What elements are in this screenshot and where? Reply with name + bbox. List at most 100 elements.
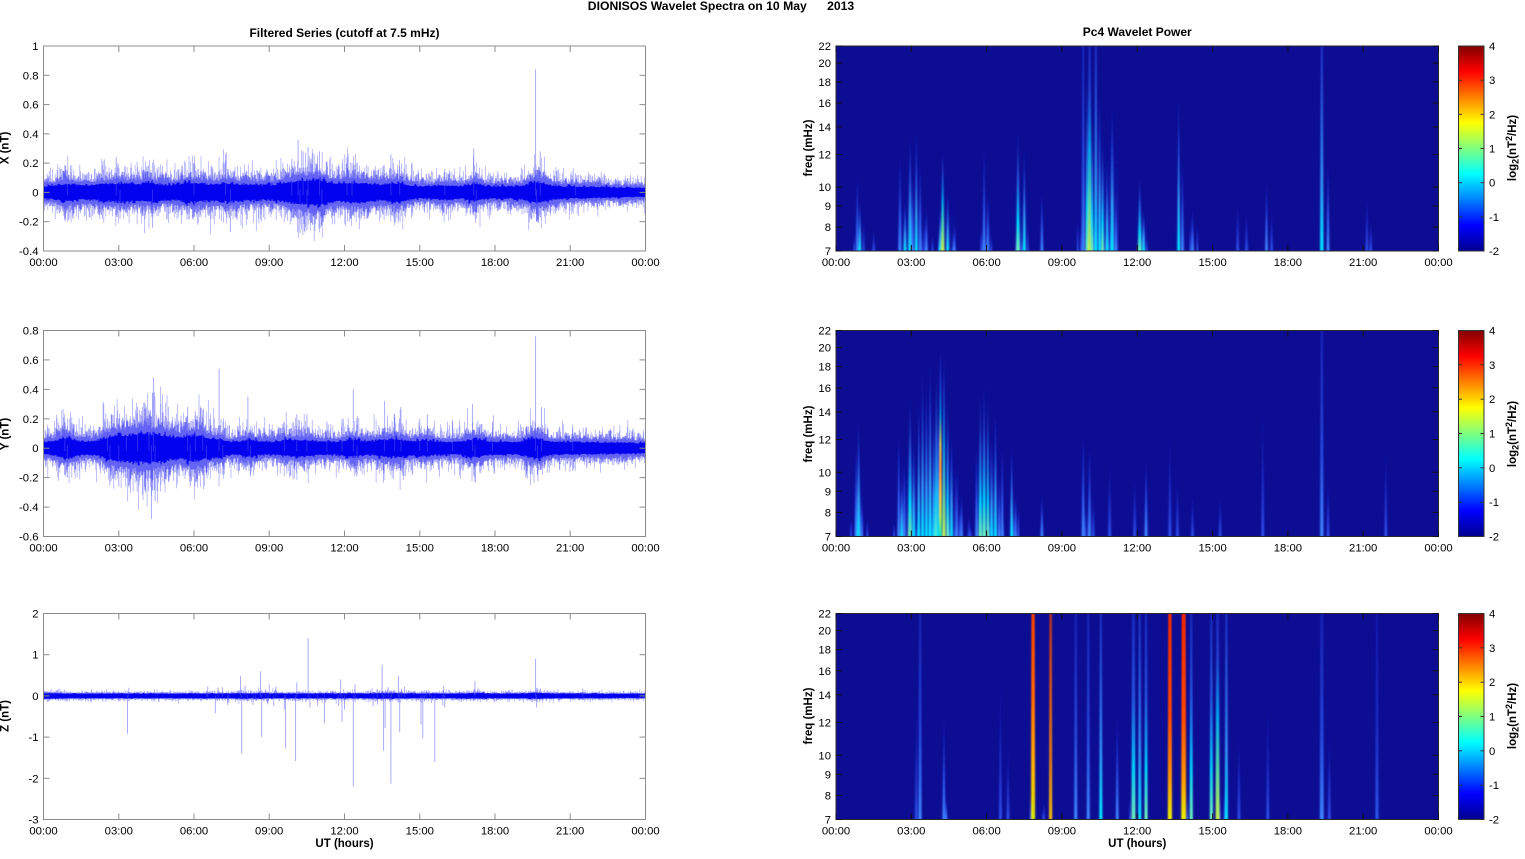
svg-text:9: 9 (825, 201, 831, 213)
svg-text:09:00: 09:00 (255, 826, 283, 838)
svg-text:16: 16 (818, 383, 831, 395)
svg-text:0: 0 (1489, 178, 1495, 190)
svg-text:03:00: 03:00 (897, 826, 925, 838)
svg-text:00:00: 00:00 (822, 826, 850, 838)
svg-text:06:00: 06:00 (972, 543, 1000, 555)
svg-text:21:00: 21:00 (1349, 826, 1377, 838)
svg-text:12: 12 (818, 435, 831, 447)
svg-text:UT (hours): UT (hours) (1108, 838, 1166, 850)
svg-text:1: 1 (1489, 429, 1495, 441)
svg-text:12:00: 12:00 (1123, 826, 1151, 838)
svg-text:3: 3 (1489, 643, 1495, 655)
svg-text:18:00: 18:00 (481, 543, 509, 555)
svg-text:06:00: 06:00 (180, 543, 208, 555)
svg-text:0: 0 (1489, 463, 1495, 475)
svg-text:DIONISOS Wavelet Spectra on 10: DIONISOS Wavelet Spectra on 10 May 2013 (588, 0, 855, 13)
svg-text:21:00: 21:00 (1349, 257, 1377, 269)
svg-text:18: 18 (818, 362, 831, 374)
svg-text:1: 1 (32, 650, 38, 662)
svg-text:09:00: 09:00 (255, 257, 283, 269)
svg-text:Z (nT): Z (nT) (0, 700, 12, 732)
svg-text:16: 16 (818, 666, 831, 678)
svg-text:3: 3 (1489, 360, 1495, 372)
svg-text:16: 16 (818, 98, 831, 110)
svg-text:0.8: 0.8 (23, 326, 39, 338)
svg-text:2: 2 (1489, 677, 1495, 689)
svg-text:03:00: 03:00 (105, 826, 133, 838)
svg-text:0.4: 0.4 (23, 129, 39, 141)
svg-text:09:00: 09:00 (1048, 257, 1076, 269)
svg-text:12:00: 12:00 (330, 826, 358, 838)
svg-text:22: 22 (818, 41, 831, 53)
svg-text:12: 12 (818, 150, 831, 162)
svg-text:-1: -1 (1489, 212, 1499, 224)
svg-text:0: 0 (1489, 746, 1495, 758)
svg-text:18:00: 18:00 (1274, 826, 1302, 838)
svg-text:03:00: 03:00 (105, 543, 133, 555)
svg-text:12:00: 12:00 (330, 257, 358, 269)
svg-text:X (nT): X (nT) (0, 132, 12, 165)
svg-text:2: 2 (32, 609, 38, 621)
svg-text:14: 14 (818, 407, 831, 419)
svg-text:00:00: 00:00 (1424, 826, 1452, 838)
svg-text:00:00: 00:00 (29, 826, 57, 838)
svg-text:0.4: 0.4 (23, 384, 39, 396)
svg-text:7: 7 (825, 532, 831, 544)
svg-text:22: 22 (818, 326, 831, 338)
svg-text:1: 1 (1489, 712, 1495, 724)
svg-text:8: 8 (825, 508, 831, 520)
svg-text:06:00: 06:00 (180, 826, 208, 838)
svg-text:-2: -2 (28, 773, 38, 785)
svg-text:-2: -2 (1489, 532, 1499, 544)
svg-text:9: 9 (825, 769, 831, 781)
svg-text:4: 4 (1489, 609, 1495, 621)
svg-text:09:00: 09:00 (1048, 543, 1076, 555)
svg-text:03:00: 03:00 (105, 257, 133, 269)
svg-text:-0.4: -0.4 (19, 246, 38, 258)
svg-text:18:00: 18:00 (1274, 543, 1302, 555)
svg-text:-2: -2 (1489, 246, 1499, 258)
svg-text:10: 10 (818, 750, 831, 762)
svg-text:15:00: 15:00 (406, 257, 434, 269)
svg-text:UT (hours): UT (hours) (315, 838, 373, 850)
svg-text:0.2: 0.2 (23, 158, 39, 170)
svg-text:8: 8 (825, 791, 831, 803)
svg-text:-1: -1 (1489, 780, 1499, 792)
svg-text:2: 2 (1489, 109, 1495, 121)
svg-text:14: 14 (818, 690, 831, 702)
svg-text:Filtered Series (cutoff at 7.5: Filtered Series (cutoff at 7.5 mHz) (249, 26, 439, 40)
svg-text:8: 8 (825, 222, 831, 234)
svg-text:freq (mHz): freq (mHz) (803, 687, 815, 744)
svg-text:21:00: 21:00 (556, 826, 584, 838)
svg-text:7: 7 (825, 815, 831, 827)
svg-text:Y (nT): Y (nT) (0, 418, 12, 451)
svg-text:-1: -1 (1489, 497, 1499, 509)
svg-text:21:00: 21:00 (556, 543, 584, 555)
svg-text:00:00: 00:00 (1424, 543, 1452, 555)
svg-text:2: 2 (1489, 394, 1495, 406)
svg-text:15:00: 15:00 (1198, 257, 1226, 269)
svg-text:15:00: 15:00 (406, 543, 434, 555)
svg-text:03:00: 03:00 (897, 543, 925, 555)
svg-text:00:00: 00:00 (29, 543, 57, 555)
svg-text:15:00: 15:00 (406, 826, 434, 838)
svg-text:06:00: 06:00 (972, 826, 1000, 838)
svg-text:12:00: 12:00 (1123, 543, 1151, 555)
svg-text:20: 20 (818, 343, 831, 355)
svg-text:09:00: 09:00 (255, 543, 283, 555)
svg-text:Pc4 Wavelet Power: Pc4 Wavelet Power (1083, 25, 1192, 39)
svg-text:0.8: 0.8 (23, 70, 39, 82)
svg-text:log2(nT2/Hz): log2(nT2/Hz) (1504, 115, 1521, 181)
svg-text:03:00: 03:00 (897, 257, 925, 269)
svg-text:1: 1 (32, 41, 38, 53)
svg-text:14: 14 (818, 122, 831, 134)
svg-text:7: 7 (825, 246, 831, 258)
svg-text:21:00: 21:00 (1349, 543, 1377, 555)
svg-text:15:00: 15:00 (1198, 826, 1226, 838)
svg-text:00:00: 00:00 (822, 257, 850, 269)
svg-text:9: 9 (825, 486, 831, 498)
svg-text:-2: -2 (1489, 815, 1499, 827)
svg-text:-0.2: -0.2 (19, 473, 38, 485)
svg-text:10: 10 (818, 182, 831, 194)
svg-text:freq (mHz): freq (mHz) (803, 119, 815, 176)
